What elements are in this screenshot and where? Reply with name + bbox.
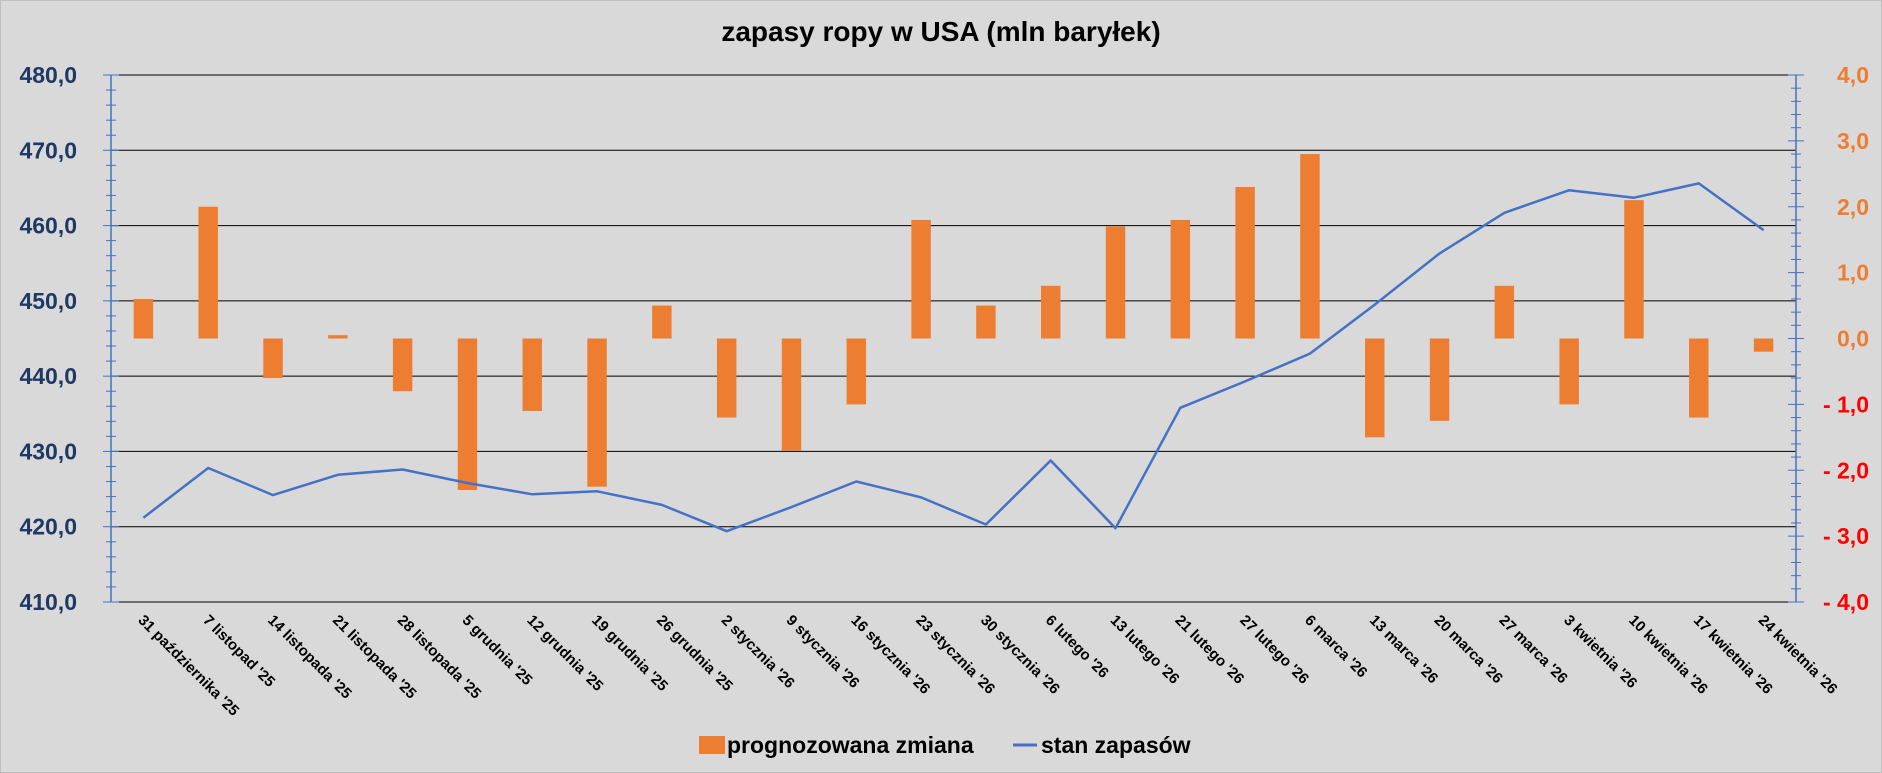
left-tick-label: 460,0 bbox=[19, 213, 77, 239]
legend: prognozowana zmiana stan zapasów bbox=[699, 732, 1191, 758]
chart-title: zapasy ropy w USA (mln baryłek) bbox=[721, 16, 1160, 47]
right-tick-label: - 4,0 bbox=[1823, 589, 1869, 615]
bar bbox=[976, 305, 996, 339]
left-tick-label: 440,0 bbox=[19, 363, 77, 389]
right-tick-label: 3,0 bbox=[1837, 128, 1869, 154]
bar bbox=[133, 298, 154, 339]
bar bbox=[1170, 219, 1191, 339]
bar bbox=[1235, 186, 1255, 339]
bar bbox=[1559, 338, 1579, 405]
bar bbox=[263, 338, 283, 379]
x-tick-label: 6 marca '26 bbox=[1301, 612, 1370, 681]
bar bbox=[652, 305, 672, 339]
left-tick-label: 480,0 bbox=[19, 62, 77, 88]
bar bbox=[587, 338, 607, 487]
left-tick-label: 410,0 bbox=[19, 589, 77, 615]
bar bbox=[911, 219, 931, 339]
right-tick-label: 4,0 bbox=[1837, 62, 1869, 88]
axes: 480,0 470,0 460,0 450,0 440,0 430,0 420,0 410,0… bbox=[19, 62, 1869, 615]
bar bbox=[328, 335, 348, 339]
x-tick-label: 6 lutego '26 bbox=[1042, 612, 1112, 682]
legend-bar-swatch bbox=[699, 736, 725, 754]
bar bbox=[1365, 338, 1385, 438]
right-tick-label: 0,0 bbox=[1837, 326, 1869, 352]
right-tick-label: 1,0 bbox=[1837, 260, 1869, 286]
bar bbox=[457, 338, 478, 491]
right-tick-label: 2,0 bbox=[1837, 194, 1869, 220]
left-tick-label: 420,0 bbox=[19, 514, 77, 540]
bar bbox=[1040, 285, 1061, 339]
series-line bbox=[142, 182, 1765, 533]
x-tick-label: 20 marca '26 bbox=[1431, 612, 1506, 687]
bar bbox=[1753, 338, 1774, 352]
bar bbox=[1494, 285, 1515, 339]
left-tick-label: 470,0 bbox=[19, 137, 77, 163]
gridlines bbox=[111, 74, 1796, 603]
bar bbox=[1105, 226, 1126, 339]
legend-bar-label: prognozowana zmiana bbox=[727, 732, 974, 758]
bar bbox=[392, 338, 413, 392]
legend-line-label: stan zapasów bbox=[1041, 732, 1191, 758]
bar bbox=[1429, 338, 1450, 421]
bar bbox=[1300, 154, 1320, 339]
x-tick-label: 27 marca '26 bbox=[1496, 612, 1571, 687]
right-tick-label: - 1,0 bbox=[1823, 391, 1869, 417]
bar bbox=[198, 206, 218, 339]
bar-series bbox=[133, 154, 1774, 491]
bar bbox=[1689, 338, 1709, 418]
left-tick-label: 450,0 bbox=[19, 288, 77, 314]
bar bbox=[1624, 200, 1644, 339]
right-tick-label: - 2,0 bbox=[1823, 457, 1869, 483]
bar bbox=[716, 338, 737, 418]
line-series bbox=[142, 182, 1765, 533]
x-tick-label: 13 marca '26 bbox=[1366, 612, 1441, 687]
left-tick-label: 430,0 bbox=[19, 438, 77, 464]
bar bbox=[522, 338, 542, 411]
bar bbox=[846, 338, 867, 405]
bar bbox=[781, 338, 802, 451]
right-tick-label: - 3,0 bbox=[1823, 523, 1869, 549]
